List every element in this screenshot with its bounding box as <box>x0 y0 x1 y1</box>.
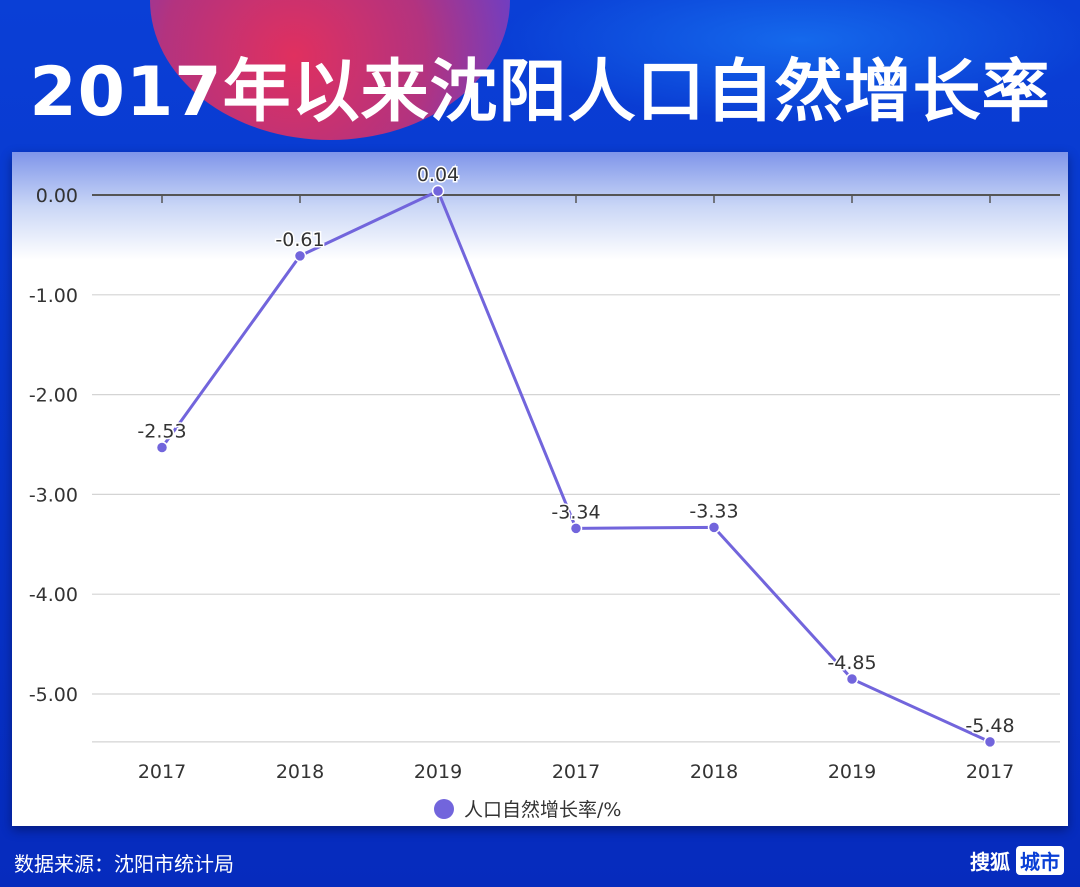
data-point <box>845 672 859 686</box>
y-tick-label: -3.00 <box>29 484 78 506</box>
chart-panel <box>12 152 1068 826</box>
x-tick-label: 2018 <box>276 761 324 783</box>
data-label: -3.33 <box>689 500 738 522</box>
data-label: 0.04 <box>417 164 459 186</box>
data-label: -4.85 <box>827 652 876 674</box>
legend-marker <box>434 799 454 819</box>
data-point <box>983 735 997 749</box>
data-point <box>707 521 721 534</box>
x-tick-label: 2017 <box>552 761 600 783</box>
data-label: -3.34 <box>551 501 600 523</box>
x-tick-label: 2019 <box>414 761 462 783</box>
page-title: 2017年以来沈阳人口自然增长率 <box>29 53 1051 132</box>
legend-label: 人口自然增长率/% <box>464 799 621 821</box>
y-tick-label: 0.00 <box>36 185 78 207</box>
logo-box: 城市 <box>1016 846 1064 875</box>
data-point <box>155 441 169 454</box>
y-tick-label: -4.00 <box>29 584 78 606</box>
data-label: -5.48 <box>965 715 1014 737</box>
logo-main: 搜狐 <box>970 850 1010 874</box>
x-tick-label: 2019 <box>828 761 876 783</box>
data-source: 数据来源：沈阳市统计局 <box>14 852 234 876</box>
data-point <box>293 249 307 263</box>
y-tick-label: -1.00 <box>29 285 78 307</box>
x-tick-label: 2017 <box>138 761 186 783</box>
data-point <box>431 184 445 198</box>
x-tick-label: 2018 <box>690 761 738 783</box>
sohu-logo: 搜狐 城市 <box>970 846 1064 875</box>
y-tick-label: -5.00 <box>29 684 78 706</box>
x-tick-label: 2017 <box>966 761 1014 783</box>
y-tick-label: -2.00 <box>29 385 78 407</box>
data-label: -0.61 <box>275 229 324 251</box>
data-point <box>569 522 583 535</box>
data-label: -2.53 <box>137 420 186 442</box>
